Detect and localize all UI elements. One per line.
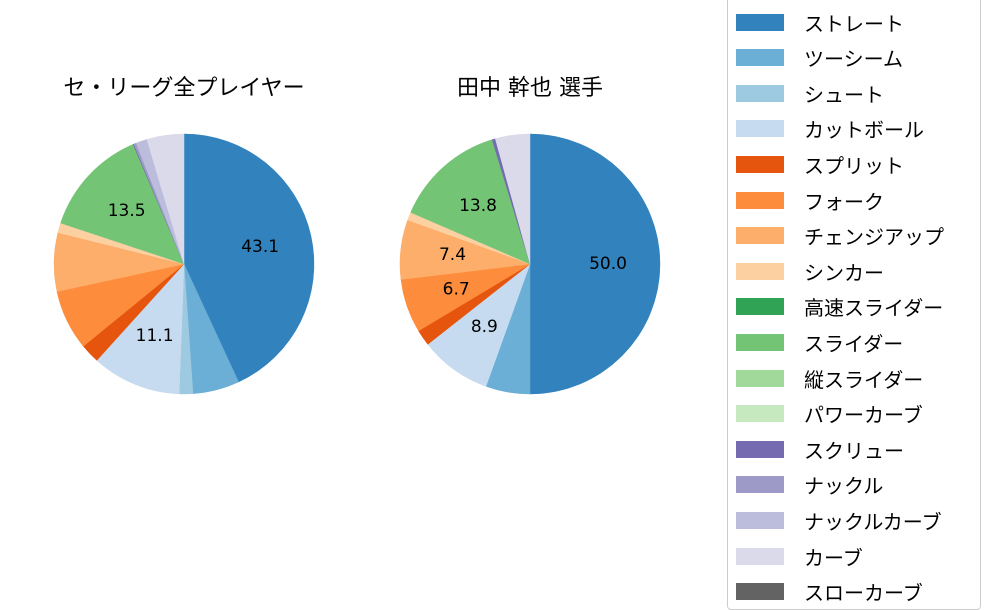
legend-label: スプリット: [804, 153, 904, 178]
legend-swatch: [736, 84, 784, 102]
player-pie-chart: 50.0 8.96.7 7.4 13.8: [399, 133, 661, 395]
legend-item: ストレート: [736, 10, 904, 36]
pie-slice: [96, 263, 185, 395]
slice-value-label: 13.5: [108, 201, 146, 221]
legend-item: 縦スライダー: [736, 366, 924, 392]
legend-item: スライダー: [736, 330, 904, 356]
legend-label: ストレート: [804, 11, 904, 36]
slice-value-label: 43.1: [241, 237, 279, 257]
legend-swatch: [736, 49, 784, 67]
legend-label: スライダー: [804, 331, 904, 356]
legend-label: カーブ: [804, 545, 863, 570]
legend-swatch: [736, 155, 784, 173]
legend-swatch: [736, 405, 784, 423]
legend-swatch: [736, 369, 784, 387]
legend-swatch: [736, 262, 784, 280]
legend-swatch: [736, 547, 784, 565]
legend-label: パワーカーブ: [804, 403, 923, 428]
slice-value-label: 13.8: [459, 196, 497, 216]
legend-item: 高速スライダー: [736, 295, 944, 321]
legend-label: チェンジアップ: [804, 225, 944, 250]
legend-item: カーブ: [736, 544, 863, 570]
legend-item: パワーカーブ: [736, 402, 923, 428]
legend: ストレートツーシームシュートカットボール スプリットフォークチェンジアップ シンカー…: [727, 0, 981, 610]
legend-item: スプリット: [736, 152, 904, 178]
legend-label: 高速スライダー: [804, 296, 944, 321]
legend-swatch: [736, 120, 784, 138]
legend-swatch: [736, 476, 784, 494]
legend-item: スクリュー: [736, 437, 904, 463]
legend-item: フォーク: [736, 188, 884, 214]
legend-label: スローカーブ: [804, 581, 923, 606]
right-pie-title: 田中 幹也 選手: [457, 76, 603, 101]
legend-item: ツーシーム: [736, 46, 903, 72]
pie-slice: [529, 133, 661, 395]
left-pie-title: セ・リーグ全プレイヤー: [63, 76, 305, 101]
legend-label: 縦スライダー: [804, 367, 924, 392]
league-pie-chart: 43.1 11.1 13.5: [53, 133, 315, 395]
legend-swatch: [736, 333, 784, 351]
legend-label: シュート: [804, 82, 884, 107]
slice-value-label: 11.1: [136, 326, 174, 346]
pie-slice: [183, 133, 315, 383]
legend-swatch: [736, 298, 784, 316]
legend-label: フォーク: [804, 189, 884, 214]
legend-item: チェンジアップ: [736, 224, 944, 250]
slice-value-label: 6.7: [443, 279, 470, 299]
legend-label: カットボール: [804, 118, 924, 143]
pie-slice: [410, 139, 531, 265]
legend-item: ナックルカーブ: [736, 508, 942, 534]
legend-swatch: [736, 191, 784, 209]
pie-slice: [146, 133, 185, 265]
legend-label: ツーシーム: [804, 47, 903, 72]
legend-label: スクリュー: [804, 438, 904, 463]
legend-label: シンカー: [804, 260, 884, 285]
legend-swatch: [736, 227, 784, 245]
legend-item: シュート: [736, 81, 884, 107]
pie-slice: [494, 133, 531, 265]
legend-item: ナックル: [736, 473, 884, 499]
legend-swatch: [736, 440, 784, 458]
slice-value-label: 7.4: [439, 245, 466, 265]
pie-slice: [60, 144, 185, 265]
legend-swatch: [736, 13, 784, 31]
legend-swatch: [736, 511, 784, 529]
legend-label: ナックル: [804, 474, 884, 499]
legend-item: カットボール: [736, 117, 924, 143]
legend-label: ナックルカーブ: [804, 509, 942, 534]
slice-value-label: 8.9: [471, 317, 498, 337]
slice-value-label: 50.0: [589, 254, 627, 274]
legend-swatch: [736, 583, 784, 601]
legend-item: シンカー: [736, 259, 884, 285]
